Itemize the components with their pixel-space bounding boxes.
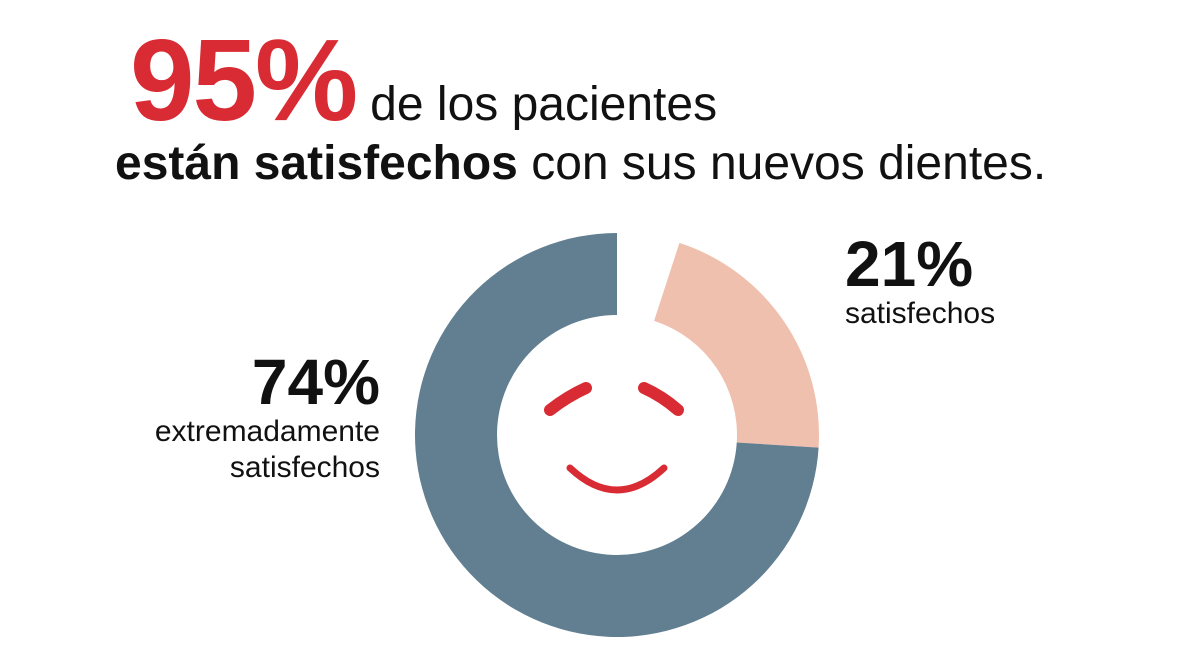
stat-extremely-satisfied-label-1: extremadamente — [154, 415, 380, 448]
slice-satisfied — [654, 242, 819, 448]
smiley-left-eye — [544, 382, 592, 416]
donut-chart — [415, 233, 819, 637]
headline-bold-text: están satisfechos — [115, 137, 518, 190]
stat-satisfied: 21% satisfechos — [845, 232, 995, 332]
smiley-face-icon — [544, 382, 684, 494]
stat-extremely-satisfied-label-2: satisfechos — [229, 451, 380, 484]
stat-extremely-satisfied: 74% extremadamente satisfechos — [155, 350, 380, 486]
headline-line-2: están satisfechos con sus nuevos dientes… — [115, 136, 1046, 191]
headline-percent: 95% — [130, 15, 358, 145]
headline-line-1-text: de los pacientes — [370, 78, 718, 131]
headline-line-1: 95% de los pacientes — [130, 22, 717, 138]
headline-line-2-text: con sus nuevos dientes. — [531, 137, 1047, 190]
donut-slices — [415, 233, 819, 637]
stat-satisfied-label: satisfechos — [845, 297, 996, 330]
stat-extremely-satisfied-value: 74% — [251, 346, 380, 418]
smiley-right-eye — [638, 382, 684, 416]
slice-extremely-satisfied — [415, 233, 819, 637]
stat-satisfied-value: 21% — [845, 228, 974, 300]
smiley-mouth — [566, 464, 668, 494]
